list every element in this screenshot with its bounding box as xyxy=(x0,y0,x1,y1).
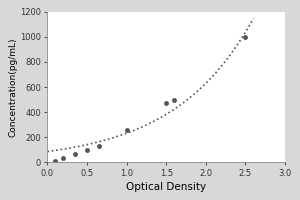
Y-axis label: Concentration(pg/mL): Concentration(pg/mL) xyxy=(8,37,17,137)
X-axis label: Optical Density: Optical Density xyxy=(126,182,206,192)
